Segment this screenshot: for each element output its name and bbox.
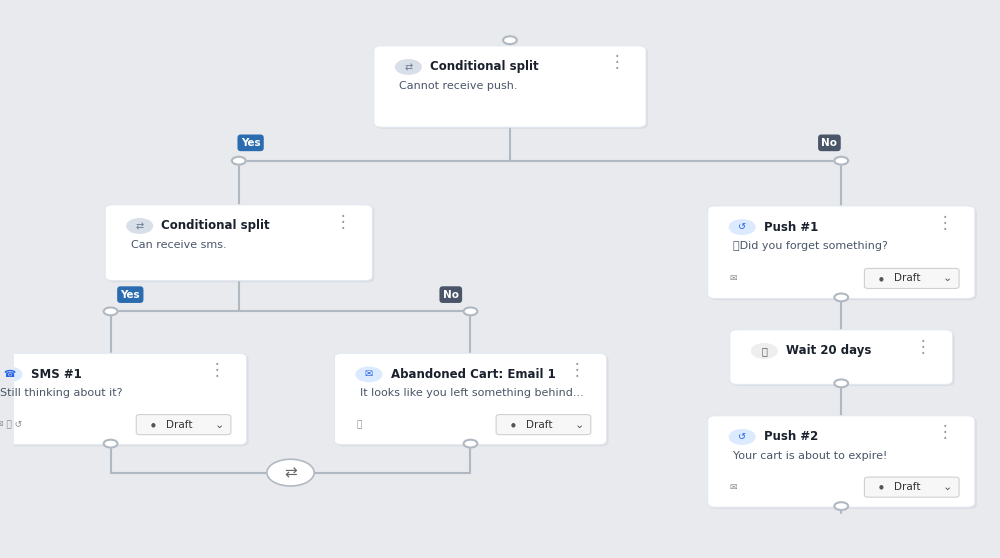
Text: 👋Did you forget something?: 👋Did you forget something? xyxy=(733,241,888,251)
Text: Conditional split: Conditional split xyxy=(161,219,270,233)
Text: Draft: Draft xyxy=(894,273,920,283)
Circle shape xyxy=(834,294,848,301)
Text: Push #2: Push #2 xyxy=(764,430,818,444)
FancyBboxPatch shape xyxy=(864,477,959,497)
Text: ✉: ✉ xyxy=(729,483,737,492)
Text: ⇄: ⇄ xyxy=(284,465,297,480)
Text: ⋮: ⋮ xyxy=(915,338,931,355)
Text: Cannot receive push.: Cannot receive push. xyxy=(399,81,518,91)
Text: ⇄: ⇄ xyxy=(404,62,412,72)
Text: Can receive sms.: Can receive sms. xyxy=(131,240,226,250)
Text: ⌄: ⌄ xyxy=(943,482,952,492)
Text: ⇄: ⇄ xyxy=(136,221,144,231)
Text: ⏱: ⏱ xyxy=(761,346,767,356)
Text: 📎: 📎 xyxy=(356,420,361,429)
Circle shape xyxy=(104,307,117,315)
FancyBboxPatch shape xyxy=(0,355,249,446)
Text: Push #1: Push #1 xyxy=(764,220,818,234)
FancyBboxPatch shape xyxy=(374,46,646,127)
FancyBboxPatch shape xyxy=(708,416,975,507)
Text: ⌄: ⌄ xyxy=(943,273,952,283)
Text: Your cart is about to expire!: Your cart is about to expire! xyxy=(733,451,888,461)
FancyBboxPatch shape xyxy=(710,208,977,300)
Text: ●: ● xyxy=(879,276,884,281)
Circle shape xyxy=(464,307,477,315)
FancyBboxPatch shape xyxy=(336,355,609,446)
Text: ⌄: ⌄ xyxy=(214,420,224,430)
Circle shape xyxy=(396,60,421,74)
Text: ✉ 📎 ↺: ✉ 📎 ↺ xyxy=(0,420,22,429)
Circle shape xyxy=(834,379,848,387)
Circle shape xyxy=(752,344,777,358)
Text: ●: ● xyxy=(511,422,515,427)
Text: It looks like you left something behind...: It looks like you left something behind.… xyxy=(360,388,584,398)
Text: Yes: Yes xyxy=(120,290,140,300)
Text: ⋮: ⋮ xyxy=(209,361,225,379)
Text: No: No xyxy=(821,138,837,148)
Text: SMS #1: SMS #1 xyxy=(31,368,81,381)
FancyBboxPatch shape xyxy=(0,353,247,445)
Text: No: No xyxy=(443,290,459,300)
Text: ⋮: ⋮ xyxy=(937,424,954,441)
Circle shape xyxy=(267,459,314,486)
FancyBboxPatch shape xyxy=(710,417,977,509)
Text: Conditional split: Conditional split xyxy=(430,60,539,74)
Circle shape xyxy=(464,440,477,448)
Text: Abandoned Cart: Email 1: Abandoned Cart: Email 1 xyxy=(391,368,555,381)
FancyBboxPatch shape xyxy=(136,415,231,435)
Text: ⋮: ⋮ xyxy=(937,214,954,232)
FancyBboxPatch shape xyxy=(708,206,975,299)
FancyBboxPatch shape xyxy=(334,353,607,445)
FancyBboxPatch shape xyxy=(732,331,955,386)
Circle shape xyxy=(729,220,755,234)
Text: ↺: ↺ xyxy=(738,432,746,442)
FancyBboxPatch shape xyxy=(376,47,648,129)
Text: Wait 20 days: Wait 20 days xyxy=(786,344,871,358)
Text: ↺: ↺ xyxy=(738,222,746,232)
Text: Draft: Draft xyxy=(894,482,920,492)
Text: Draft: Draft xyxy=(526,420,552,430)
Circle shape xyxy=(503,36,517,44)
Circle shape xyxy=(104,440,117,448)
Circle shape xyxy=(127,219,152,233)
Text: Draft: Draft xyxy=(166,420,192,430)
Circle shape xyxy=(356,367,382,382)
Text: Yes: Yes xyxy=(241,138,260,148)
Text: ⋮: ⋮ xyxy=(569,361,585,379)
FancyBboxPatch shape xyxy=(730,330,953,384)
Circle shape xyxy=(0,367,22,382)
Text: ⋮: ⋮ xyxy=(334,213,351,230)
FancyBboxPatch shape xyxy=(864,268,959,288)
Circle shape xyxy=(834,157,848,165)
Text: ⋮: ⋮ xyxy=(608,54,625,71)
Text: ●: ● xyxy=(879,485,884,489)
Text: Still thinking about it?: Still thinking about it? xyxy=(0,388,123,398)
Text: ☎: ☎ xyxy=(3,369,15,379)
FancyBboxPatch shape xyxy=(496,415,591,435)
FancyBboxPatch shape xyxy=(105,205,372,281)
Text: ✉: ✉ xyxy=(729,274,737,283)
Circle shape xyxy=(834,502,848,510)
Circle shape xyxy=(729,430,755,444)
Text: ●: ● xyxy=(151,422,155,427)
Text: ✉: ✉ xyxy=(365,369,373,379)
FancyBboxPatch shape xyxy=(107,206,374,282)
Circle shape xyxy=(232,157,246,165)
Text: ⌄: ⌄ xyxy=(574,420,584,430)
